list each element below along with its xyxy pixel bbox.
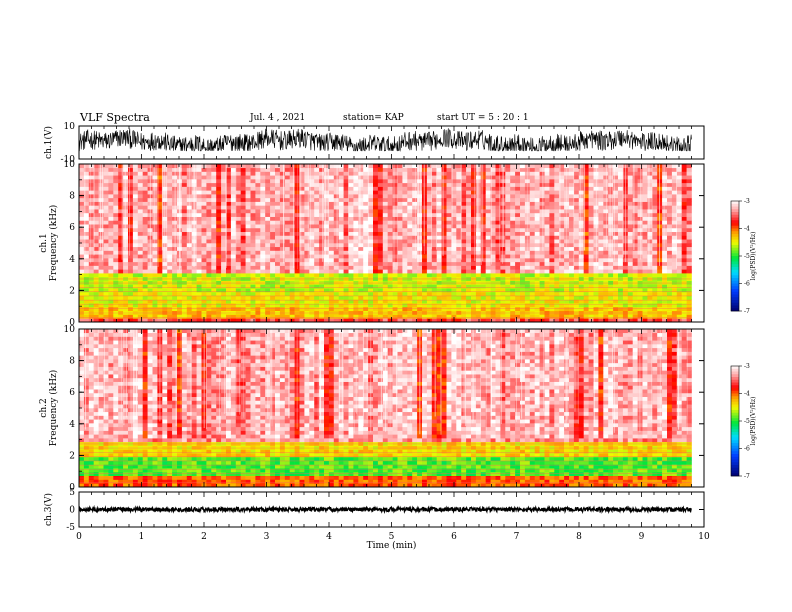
ch2-spectrogram-ytick-label: 6: [69, 388, 75, 398]
ch1-waveform-ylabel: ch.1(V): [43, 126, 54, 159]
ch2-colorbar-tick-label: -6: [744, 446, 750, 453]
ch2-colorbar-tick-label: -3: [744, 363, 750, 370]
ch2-spectrogram-ytick-label: 4: [69, 420, 75, 430]
ch2-spectrogram-ytick-label: 10: [64, 325, 76, 335]
ch1-spectrogram-ytick-label: 0: [69, 318, 75, 328]
ch2-spectrogram-ytick-label: 2: [69, 451, 75, 461]
ch2-spectrogram-ylabel-line: ch.2: [39, 398, 49, 417]
ch2-spectrogram-plot: [79, 329, 692, 488]
ch1-colorbar-tick-label: -7: [744, 308, 750, 315]
ch2-colorbar-label: log(PSD)(V²/Hz): [750, 397, 757, 446]
ch1-spectrogram-ytick-label: 2: [69, 286, 75, 296]
ch3-waveform-ytick-label: -5: [66, 523, 75, 533]
ch1-spectrogram-ylabel-line: ch.1: [39, 233, 49, 252]
xtick-label: 1: [139, 532, 145, 542]
ch2-colorbar-tick-label: -5: [744, 418, 750, 425]
ch1-spectrogram-ytick-label: 4: [69, 255, 75, 265]
ch1-spectrogram-plot: [79, 164, 692, 323]
xtick-label: 2: [201, 532, 207, 542]
ch3-waveform-ytick-label: 0: [69, 506, 75, 516]
xtick-label: 3: [264, 532, 270, 542]
xtick-label: 7: [514, 532, 520, 542]
ch1-colorbar-label: log(PSD)(V²/Hz): [750, 232, 757, 281]
ch2-spectrogram-ylabel-line: Frequency (kHz): [48, 370, 59, 447]
date-label: Jul. 4 , 2021: [250, 113, 306, 123]
ch2-colorbar-tick-label: -4: [744, 391, 750, 398]
ch2-spectrogram-ytick-label: 0: [69, 483, 75, 493]
ch3-waveform-ylabel: ch.3(V): [43, 493, 54, 526]
ch2-spectrogram-ytick-label: 8: [69, 357, 75, 367]
ch1-spectrogram-ylabel-line: Frequency (kHz): [48, 205, 59, 282]
xtick-label: 8: [576, 532, 582, 542]
ch2-colorbar-tick-label: -7: [744, 473, 750, 480]
xtick-label: 10: [698, 532, 710, 542]
ch1-waveform-trace: [79, 128, 692, 152]
ch1-waveform-ytick-label: 10: [64, 122, 76, 132]
station-label: station= KAP: [343, 113, 404, 123]
xtick-label: 9: [639, 532, 645, 542]
ch3-waveform-trace: [78, 504, 692, 515]
ch1-spectrogram-ytick-label: 10: [64, 160, 76, 170]
xtick-label: 0: [76, 532, 82, 542]
ch3-waveform-ytick-label: 5: [69, 488, 75, 498]
start-time-label: start UT = 5 : 20 : 1: [437, 113, 529, 123]
xtick-label: 5: [389, 532, 395, 542]
ch1-colorbar-tick-label: -5: [744, 253, 750, 260]
ch1-spectrogram-ytick-label: 8: [69, 192, 75, 202]
ch1-colorbar-tick-label: -3: [744, 198, 750, 205]
ch1-waveform-ytick-label: -10: [61, 155, 76, 165]
xtick-label: 6: [451, 532, 457, 542]
xtick-label: 4: [326, 532, 332, 542]
figure-title: VLF Spectra: [80, 111, 150, 124]
x-axis-label: Time (min): [367, 540, 417, 551]
ch1-colorbar-tick-label: -6: [744, 281, 750, 288]
ch1-colorbar-tick-label: -4: [744, 226, 750, 233]
ch1-spectrogram-ytick-label: 6: [69, 223, 75, 233]
